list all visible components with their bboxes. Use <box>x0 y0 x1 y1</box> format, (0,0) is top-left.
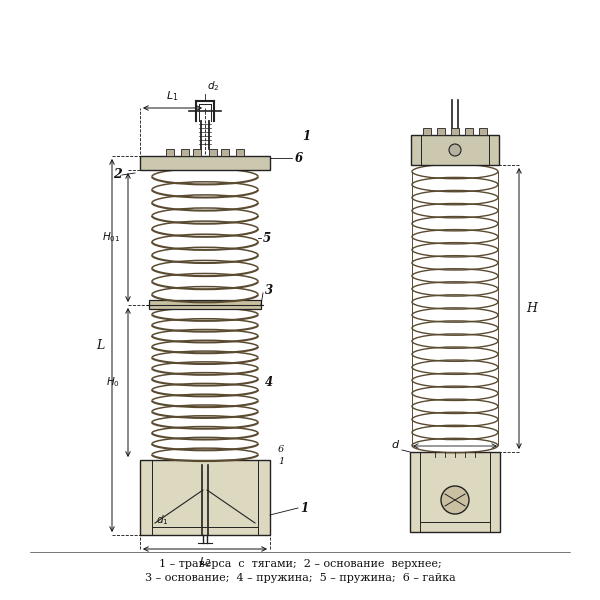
Text: 6: 6 <box>278 445 284 455</box>
Bar <box>479 128 487 135</box>
Text: 6: 6 <box>295 151 303 164</box>
Bar <box>209 149 217 156</box>
Bar <box>149 300 261 309</box>
Text: 1: 1 <box>300 502 308 514</box>
Text: $d_1$: $d_1$ <box>156 513 168 527</box>
Bar <box>166 149 174 156</box>
Text: $H_{01}$: $H_{01}$ <box>101 230 120 244</box>
Text: $d_2$: $d_2$ <box>207 79 220 93</box>
Text: 1: 1 <box>302 130 310 142</box>
Text: H: H <box>526 302 537 315</box>
Bar <box>437 128 445 135</box>
Text: 1 – траверса  с  тягами;  2 – основание  верхнее;: 1 – траверса с тягами; 2 – основание вер… <box>158 559 442 569</box>
Text: $d$: $d$ <box>391 438 400 450</box>
Text: 1: 1 <box>278 457 284 467</box>
Bar <box>181 149 189 156</box>
Text: $L_2$: $L_2$ <box>199 555 211 569</box>
Text: 3 – основание;  4 – пружина;  5 – пружина;  6 – гайка: 3 – основание; 4 – пружина; 5 – пружина;… <box>145 573 455 583</box>
Text: $H_0$: $H_0$ <box>106 376 120 389</box>
Bar <box>423 128 431 135</box>
Text: $L_1$: $L_1$ <box>166 89 179 103</box>
Bar <box>451 128 459 135</box>
Bar <box>193 149 201 156</box>
Bar <box>140 460 270 535</box>
Text: 3: 3 <box>265 283 273 296</box>
Bar <box>236 149 244 156</box>
Bar <box>140 156 270 170</box>
Text: L: L <box>96 339 104 352</box>
Text: 2: 2 <box>113 169 122 181</box>
Text: 5: 5 <box>263 232 271 245</box>
Circle shape <box>441 486 469 514</box>
Bar <box>410 452 500 532</box>
Bar <box>411 135 499 165</box>
Bar <box>465 128 473 135</box>
Text: 4: 4 <box>265 377 273 389</box>
Circle shape <box>449 144 461 156</box>
Bar <box>221 149 229 156</box>
